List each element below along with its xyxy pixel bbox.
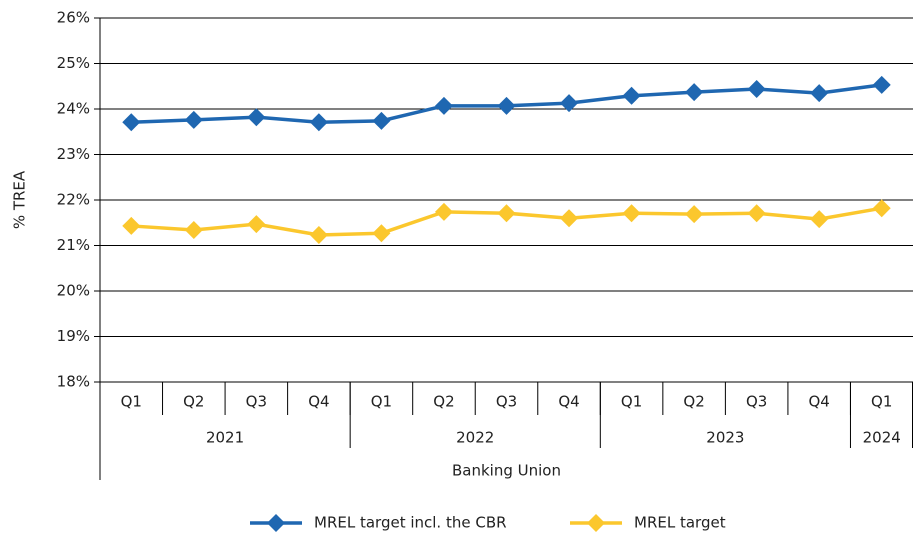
y-tick-label: 22% — [57, 191, 90, 209]
marker — [685, 205, 704, 224]
marker — [309, 226, 328, 245]
x-tick-label: Q3 — [246, 393, 267, 411]
marker — [560, 209, 579, 228]
marker — [434, 96, 453, 115]
marker — [747, 79, 766, 98]
x-group-label: 2024 — [863, 429, 901, 447]
marker — [622, 204, 641, 223]
x-tick-label: Q2 — [683, 393, 704, 411]
x-tick-label: Q4 — [809, 393, 830, 411]
legend-marker — [267, 514, 285, 532]
x-group-label: 2022 — [456, 429, 494, 447]
marker — [872, 199, 891, 218]
x-tick-label: Q3 — [496, 393, 517, 411]
y-tick-label: 23% — [57, 145, 90, 163]
y-tick-label: 26% — [57, 9, 90, 27]
y-tick-label: 20% — [57, 282, 90, 300]
x-tick-label: Q1 — [621, 393, 642, 411]
marker — [810, 210, 829, 229]
legend-label: MREL target incl. the CBR — [314, 514, 507, 532]
marker — [184, 110, 203, 129]
x-tick-label: Q3 — [746, 393, 767, 411]
marker — [434, 202, 453, 221]
marker — [497, 96, 516, 115]
marker — [622, 86, 641, 105]
x-group-label: 2023 — [706, 429, 744, 447]
x-group-label: 2021 — [206, 429, 244, 447]
marker — [372, 224, 391, 243]
marker — [309, 113, 328, 132]
y-tick-label: 25% — [57, 54, 90, 72]
x-tick-label: Q1 — [371, 393, 392, 411]
marker — [247, 215, 266, 234]
x-tick-label: Q2 — [433, 393, 454, 411]
marker — [122, 113, 141, 132]
marker — [247, 108, 266, 127]
marker — [810, 84, 829, 103]
marker — [747, 204, 766, 223]
marker — [184, 221, 203, 240]
y-tick-label: 19% — [57, 327, 90, 345]
x-tick-label: Q1 — [121, 393, 142, 411]
marker — [497, 204, 516, 223]
marker — [122, 216, 141, 235]
y-tick-label: 18% — [57, 373, 90, 391]
y-tick-label: 21% — [57, 236, 90, 254]
y-tick-label: 24% — [57, 100, 90, 118]
x-tick-label: Q4 — [558, 393, 579, 411]
legend-label: MREL target — [634, 514, 726, 532]
marker — [685, 83, 704, 102]
marker — [872, 75, 891, 94]
marker — [560, 94, 579, 113]
x-tick-label: Q1 — [871, 393, 892, 411]
x-tick-label: Q4 — [308, 393, 329, 411]
x-tick-label: Q2 — [183, 393, 204, 411]
y-axis-label: % TREA — [11, 170, 29, 229]
legend-marker — [587, 514, 605, 532]
marker — [372, 111, 391, 130]
x-axis-label: Banking Union — [452, 462, 561, 480]
